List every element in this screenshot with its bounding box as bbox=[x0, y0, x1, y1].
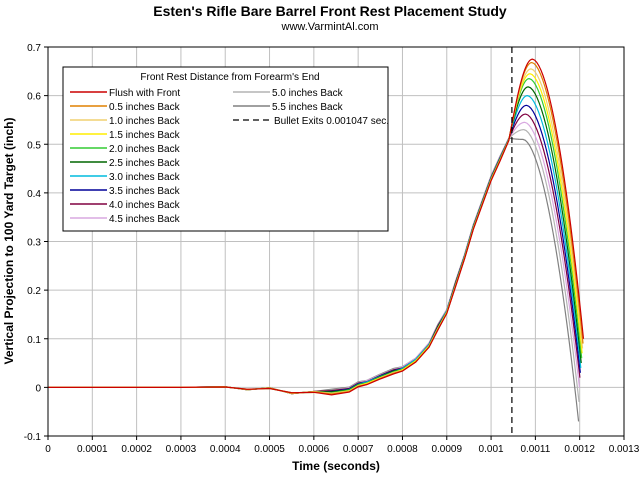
y-tick-label: 0.1 bbox=[27, 335, 41, 346]
legend-label-11: 5.5 inches Back bbox=[272, 102, 344, 113]
legend-label-3: 1.5 inches Back bbox=[109, 130, 181, 141]
series-line-9 bbox=[48, 121, 581, 394]
y-tick-label: 0.7 bbox=[27, 43, 41, 54]
legend-label-7: 3.5 inches Back bbox=[109, 186, 181, 197]
x-tick-label: 0.0001 bbox=[77, 444, 108, 455]
y-tick-label: 0.6 bbox=[27, 92, 41, 103]
x-tick-label: 0.0005 bbox=[254, 444, 285, 455]
x-axis-ticks: 0 0.0001 0.0002 0.0003 0.0004 0.0005 0.0006 0.0… bbox=[45, 436, 640, 455]
legend-items: Flush with Front 0.5 inches Back 1.0 inche… bbox=[70, 88, 389, 225]
x-tick-label: 0.0011 bbox=[520, 444, 550, 455]
x-tick-label: 0.0013 bbox=[609, 444, 640, 455]
x-tick-label: 0.0012 bbox=[564, 444, 595, 455]
chart-subtitle: www.VarmintAl.com bbox=[281, 21, 379, 33]
y-tick-label: 0.3 bbox=[27, 238, 41, 249]
x-tick-label: 0.0003 bbox=[166, 444, 197, 455]
x-tick-label: 0.0006 bbox=[299, 444, 330, 455]
legend-label-8: 4.0 inches Back bbox=[109, 200, 181, 211]
legend-label-1: 0.5 inches Back bbox=[109, 102, 181, 113]
legend-box bbox=[62, 66, 389, 232]
x-tick-label: 0.0004 bbox=[210, 444, 241, 455]
y-tick-label: 0.5 bbox=[27, 140, 41, 151]
y-axis-ticks: -0.1 0 0.1 0.2 0.3 0.4 0.5 0.6 0.7 bbox=[24, 43, 48, 443]
series-line-0 bbox=[48, 58, 585, 396]
y-axis-label: Vertical Projection to 100 Yard Target (… bbox=[2, 118, 16, 365]
chart-title: Esten's Rifle Bare Barrel Front Rest Pla… bbox=[153, 3, 507, 19]
legend-title: Front Rest Distance from Forearm's End bbox=[140, 72, 319, 83]
x-tick-label: 0.0002 bbox=[121, 444, 152, 455]
y-tick-label: 0.4 bbox=[27, 189, 41, 200]
legend-label-bullet-exit: Bullet Exits 0.001047 sec. bbox=[274, 116, 389, 127]
legend-label-4: 2.0 inches Back bbox=[109, 144, 181, 155]
x-tick-label: 0.0008 bbox=[387, 444, 418, 455]
y-tick-label: 0.2 bbox=[27, 286, 41, 297]
legend-label-2: 1.0 inches Back bbox=[109, 116, 181, 127]
x-tick-label: 0 bbox=[45, 444, 51, 455]
legend-label-5: 2.5 inches Back bbox=[109, 158, 181, 169]
legend-label-9: 4.5 inches Back bbox=[109, 214, 181, 225]
x-tick-label: 0.0007 bbox=[343, 444, 374, 455]
x-tick-label: 0.001 bbox=[479, 444, 504, 455]
x-axis-label: Time (seconds) bbox=[292, 459, 380, 473]
legend-label-0: Flush with Front bbox=[109, 88, 180, 99]
series-lines bbox=[48, 58, 585, 422]
legend: Front Rest Distance from Forearm's End F… bbox=[62, 66, 389, 232]
x-tick-label: 0.0009 bbox=[431, 444, 462, 455]
legend-label-6: 3.0 inches Back bbox=[109, 172, 181, 183]
legend-label-10: 5.0 inches Back bbox=[272, 88, 344, 99]
y-tick-label: 0 bbox=[35, 383, 41, 394]
y-tick-label: -0.1 bbox=[24, 432, 42, 443]
